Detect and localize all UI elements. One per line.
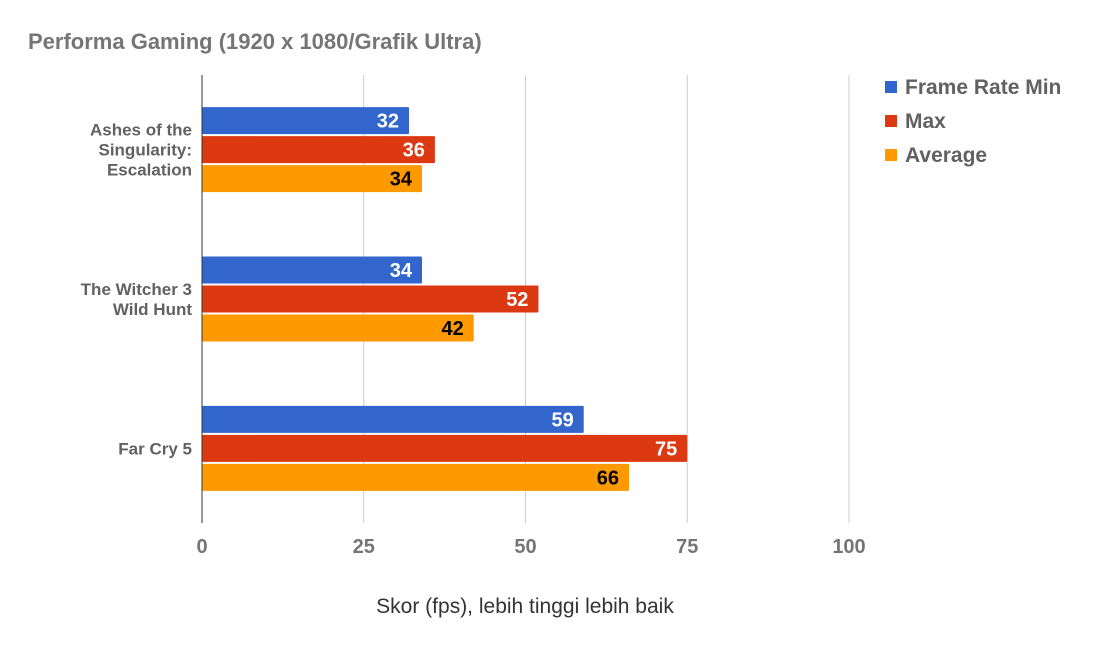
data-label: 34 xyxy=(390,260,413,282)
data-label: 52 xyxy=(506,289,528,311)
x-tick-label: 25 xyxy=(353,536,375,558)
bar xyxy=(202,256,422,284)
legend-label: Average xyxy=(905,144,987,167)
bar xyxy=(202,463,630,491)
data-label: 42 xyxy=(441,318,463,340)
category-label: Escalation xyxy=(107,161,192,180)
category-label: Far Cry 5 xyxy=(118,439,192,458)
bar xyxy=(202,136,435,164)
bar xyxy=(202,285,539,313)
bar xyxy=(202,434,688,462)
x-tick-label: 0 xyxy=(196,536,207,558)
chart-title: Performa Gaming (1920 x 1080/Grafik Ultr… xyxy=(28,29,482,54)
legend-swatch xyxy=(885,149,897,161)
category-label: The Witcher 3 xyxy=(81,280,192,299)
bar xyxy=(202,405,584,433)
data-label: 75 xyxy=(655,438,677,460)
data-label: 59 xyxy=(551,409,573,431)
data-label: 36 xyxy=(403,140,425,162)
data-label: 32 xyxy=(377,111,399,133)
category-label: Wild Hunt xyxy=(113,300,192,319)
x-tick-label: 50 xyxy=(514,536,536,558)
data-label: 34 xyxy=(390,169,413,191)
legend-swatch xyxy=(885,81,897,93)
x-tick-label: 75 xyxy=(676,536,698,558)
category-label: Singularity: xyxy=(98,141,192,160)
x-axis-label: Skor (fps), lebih tinggi lebih baik xyxy=(376,595,674,618)
legend-label: Frame Rate Min xyxy=(905,76,1061,99)
x-tick-label: 100 xyxy=(832,536,865,558)
data-label: 66 xyxy=(597,467,619,489)
bar xyxy=(202,314,474,342)
category-label: Ashes of the xyxy=(90,121,192,140)
legend: Frame Rate Min Max Average xyxy=(885,76,1061,167)
legend-label: Max xyxy=(905,110,946,133)
bar xyxy=(202,107,410,135)
x-tick-labels: 0 25 50 75 100 xyxy=(196,536,865,558)
legend-swatch xyxy=(885,115,897,127)
bar xyxy=(202,165,422,193)
